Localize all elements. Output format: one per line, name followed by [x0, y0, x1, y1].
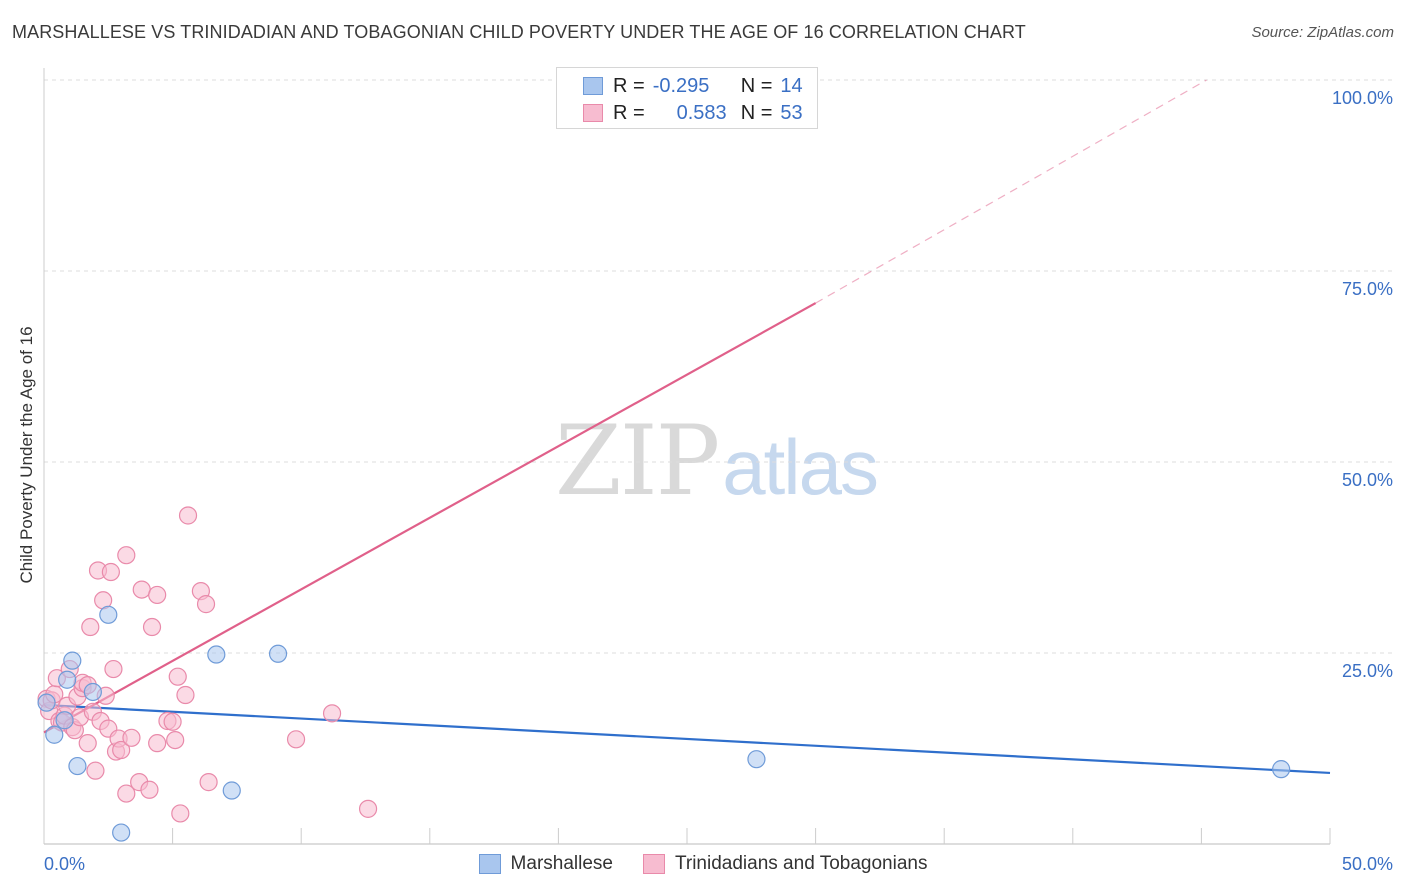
- point-trinidadian: [112, 740, 131, 760]
- point-trinidadian: [148, 734, 167, 753]
- point-marshallese: [58, 670, 77, 689]
- legend-swatch-trinidadian: [583, 104, 603, 122]
- y-tick-label: 100.0%: [1332, 88, 1393, 108]
- point-trinidadian: [163, 712, 182, 731]
- legend-n-label: N =: [740, 101, 773, 124]
- point-trinidadian: [168, 667, 187, 686]
- point-trinidadian: [104, 659, 123, 679]
- point-marshallese: [747, 750, 766, 769]
- point-marshallese: [1272, 760, 1291, 779]
- correlation-legend: R = -0.295 N = 14 R = 0.583 N = 53: [556, 67, 818, 129]
- legend-r-value: 0.583: [676, 101, 727, 124]
- source-label: Source: ZipAtlas.com: [1251, 24, 1394, 41]
- legend-n-value: 14: [780, 74, 803, 97]
- watermark: ZIPatlas: [555, 405, 879, 517]
- point-trinidadian: [117, 546, 136, 565]
- trendline-marshallese: [43, 703, 1331, 775]
- point-trinidadian: [322, 704, 342, 723]
- point-trinidadian: [140, 780, 159, 799]
- point-trinidadian: [171, 804, 190, 823]
- series-legend: Marshallese Trinidadians and Tobagonians: [0, 851, 1406, 877]
- point-trinidadian: [132, 580, 151, 599]
- watermark-zip: ZIP: [555, 405, 720, 517]
- legend-item-marshallese: Marshallese: [478, 853, 613, 875]
- point-trinidadian: [81, 617, 100, 637]
- point-marshallese: [222, 781, 241, 800]
- point-marshallese: [68, 756, 87, 776]
- point-marshallese: [99, 605, 118, 624]
- point-trinidadian: [101, 562, 120, 582]
- legend-r-value: -0.295: [652, 74, 710, 97]
- point-marshallese: [37, 693, 56, 712]
- legend-n-label: N =: [740, 74, 773, 97]
- point-marshallese: [45, 725, 64, 744]
- point-marshallese: [268, 644, 288, 663]
- legend-r-label: R =: [613, 74, 645, 97]
- point-trinidadian: [358, 799, 378, 818]
- legend-row-trinidadian: R = 0.583 N = 53: [583, 100, 803, 126]
- point-marshallese: [112, 823, 131, 842]
- point-marshallese: [63, 651, 82, 670]
- point-trinidadian: [286, 730, 306, 749]
- y-tick-label: 25.0%: [1342, 661, 1393, 681]
- legend-swatch-marshallese: [583, 77, 603, 95]
- point-trinidadian: [199, 773, 218, 792]
- x-tick-label: 0.0%: [44, 854, 85, 874]
- legend-r-label: R =: [613, 101, 645, 124]
- trendline-extension-trinidadian: [815, 79, 1207, 304]
- point-marshallese: [207, 645, 226, 664]
- point-trinidadian: [176, 685, 195, 705]
- point-marshallese: [83, 682, 102, 702]
- point-trinidadian: [148, 585, 167, 605]
- point-trinidadian: [122, 728, 141, 747]
- point-trinidadian: [142, 617, 162, 637]
- legend-item-trinidadian: Trinidadians and Tobagonians: [642, 853, 928, 875]
- chart-title: MARSHALLESE VS TRINIDADIAN AND TOBAGONIA…: [12, 22, 1026, 42]
- y-tick-label: 75.0%: [1342, 279, 1393, 299]
- watermark-atlas: atlas: [722, 423, 879, 511]
- y-tick-label: 50.0%: [1342, 470, 1393, 490]
- point-trinidadian: [178, 506, 198, 525]
- point-trinidadian: [78, 734, 97, 753]
- x-tick-label: 50.0%: [1342, 854, 1393, 874]
- point-marshallese: [55, 711, 74, 730]
- trendline-trinidadian: [43, 302, 817, 734]
- legend-swatch-trinidadian: [642, 854, 665, 874]
- point-trinidadian: [166, 730, 185, 750]
- point-trinidadian: [117, 784, 136, 803]
- legend-row-marshallese: R = -0.295 N = 14: [583, 73, 803, 99]
- legend-label: Trinidadians and Tobagonians: [674, 853, 928, 874]
- legend-n-value: 53: [780, 101, 803, 124]
- point-trinidadian: [86, 761, 105, 780]
- legend-label: Marshallese: [510, 853, 613, 874]
- legend-swatch-marshallese: [478, 854, 501, 874]
- point-trinidadian: [196, 595, 216, 614]
